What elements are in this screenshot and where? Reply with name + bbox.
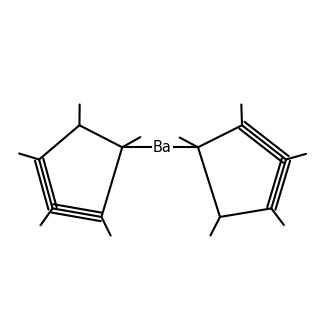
Text: Ba: Ba — [153, 140, 172, 155]
